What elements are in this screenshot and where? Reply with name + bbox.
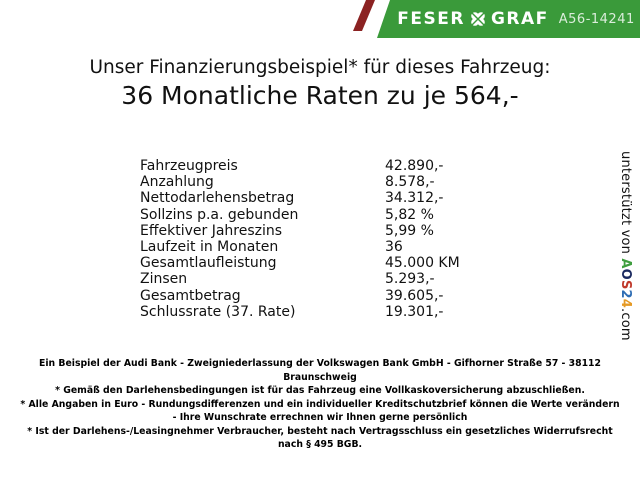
table-row: Fahrzeugpreis 42.890,- [140,158,460,174]
page-subtitle-rate: 36 Monatliche Raten zu je 564,- [121,81,519,110]
row-value: 5,99 % [385,222,434,239]
table-row: Nettodarlehensbetrag 34.312,- [140,190,460,206]
clover-icon [469,11,486,27]
table-row: Gesamtbetrag 39.605,- [140,288,460,304]
legal-footnotes: Ein Beispiel der Audi Bank - Zweignieder… [0,357,640,452]
row-value: 34.312,- [385,190,444,207]
footnote-line: Braunschweig [283,371,357,383]
row-label: Nettodarlehensbetrag [140,190,295,207]
row-label: Gesamtbetrag [140,287,241,304]
title-block: Unser Finanzierungsbeispiel* für dieses … [0,56,640,111]
aos-letter: S [618,279,633,290]
footnote-line: - Ihre Wunschrate errechnen wir Ihnen ge… [172,412,468,423]
row-value: 45.000 KM [385,255,460,272]
row-label: Effektiver Jahreszins [140,222,283,239]
brand-part2: GRAF [490,9,549,29]
support-prefix: unterstützt von [618,151,633,259]
page-title: Unser Finanzierungsbeispiel* für dieses … [89,57,551,78]
row-label: Laufzeit in Monaten [140,239,279,256]
footnote-line: Ein Beispiel der Audi Bank - Zweignieder… [39,358,601,369]
row-value: 5.293,- [385,271,435,288]
brand-part1: FESER [397,9,465,29]
row-value: 39.605,- [385,287,444,304]
table-row: Zinsen 5.293,- [140,271,460,287]
support-suffix: .com [618,308,633,341]
table-row: Schlussrate (37. Rate) 19.301,- [140,304,460,320]
footnote-line: * Alle Angaben in Euro - Rundungsdiffere… [20,398,620,410]
header-banner: FESER GRAF A56-14241 [0,0,640,40]
row-value: 42.890,- [385,158,444,174]
row-label: Fahrzeugpreis [140,158,238,174]
finance-table: Fahrzeugpreis 42.890,- Anzahlung 8.578,- N… [140,158,460,320]
banner-content: FESER GRAF A56-14241 [392,0,640,38]
footnote-line: * Ist der Darlehens-/Leasingnehmer Verbr… [27,425,613,437]
banner-background [377,0,640,38]
row-label: Zinsen [140,271,188,288]
footnote-line: nach § 495 BGB. [277,439,363,450]
table-row: Laufzeit in Monaten 36 [140,239,460,255]
row-label: Sollzins p.a. gebunden [140,206,299,223]
table-row: Anzahlung 8.578,- [140,174,460,190]
row-label: Gesamtlaufleistung [140,255,277,272]
aos-letter: 4 [618,298,633,309]
row-label: Schlussrate (37. Rate) [140,303,296,320]
brand-logo: FESER GRAF [397,9,549,29]
table-row: Sollzins p.a. gebunden 5,82 % [140,207,460,223]
footnote-line: * Gemäß den Darlehensbedingungen ist für… [55,385,585,396]
row-value: 19.301,- [385,303,444,320]
aos-letter: O [618,268,633,280]
support-credit-link[interactable]: unterstützt von AOS24.com [618,151,633,351]
aos-letter: 2 [618,289,633,299]
row-value: 5,82 % [385,206,434,223]
table-row: Gesamtlaufleistung 45.000 KM [140,255,460,271]
row-label: Anzahlung [140,174,214,191]
table-row: Effektiver Jahreszins 5,99 % [140,223,460,239]
vehicle-id: A56-14241 [558,11,635,27]
aos-letter: A [618,258,633,269]
row-value: 36 [385,239,403,256]
row-value: 8.578,- [385,174,435,191]
